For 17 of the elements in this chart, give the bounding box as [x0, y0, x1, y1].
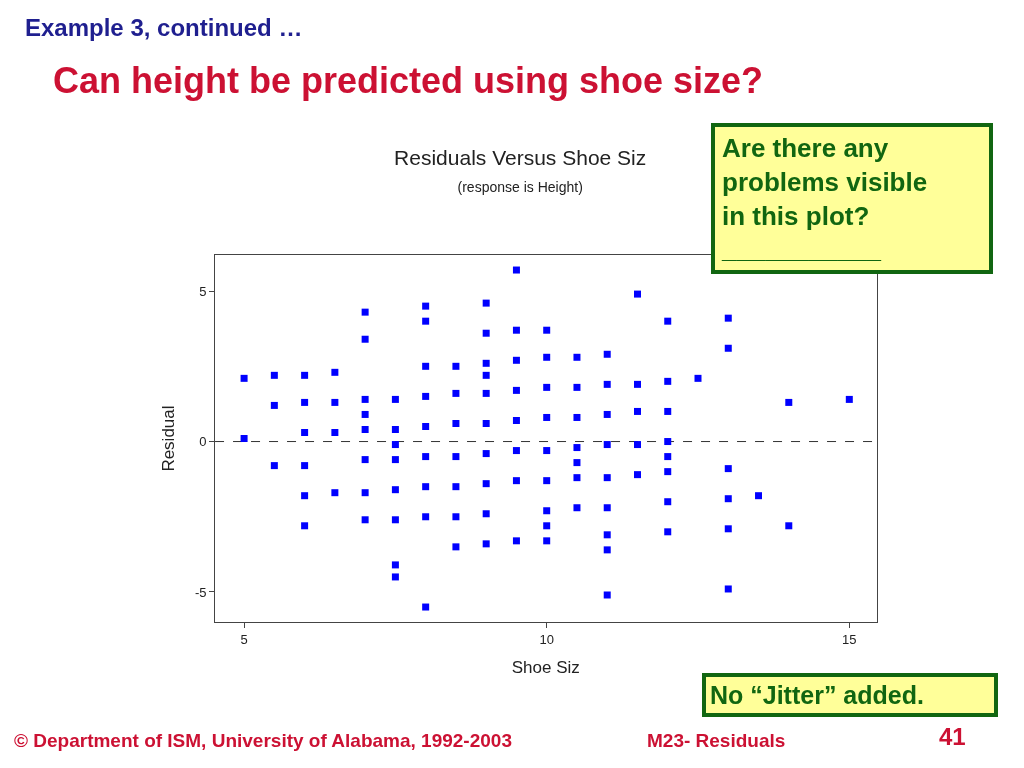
text: © Department of ISM, University of Alabama, 1992-2003 — [14, 730, 512, 751]
x-tick-label: 5 — [240, 631, 248, 647]
x-tick-label: 15 — [842, 631, 857, 647]
x-axis-title: Shoe Siz — [511, 658, 580, 678]
y-tick-label: -5 — [194, 584, 207, 600]
text: No “Jitter” added. — [710, 681, 924, 709]
text: Can height be predicted using shoe size? — [53, 60, 764, 101]
chart-title: Residuals Versus Shoe Siz — [394, 146, 647, 170]
x-tick-label: 10 — [539, 631, 554, 647]
text: M23- Residuals — [647, 730, 786, 751]
annotation: Are there any problems visible in this plot? ___________ — [721, 133, 928, 265]
text: Example 3, continued … — [25, 14, 303, 41]
y-tick-label: 0 — [199, 434, 207, 450]
y-tick-label: 5 — [199, 283, 207, 299]
text: 41 — [939, 723, 966, 750]
y-axis-title: Residual — [159, 405, 179, 472]
chart-subtitle: (response is Height) — [457, 179, 583, 196]
